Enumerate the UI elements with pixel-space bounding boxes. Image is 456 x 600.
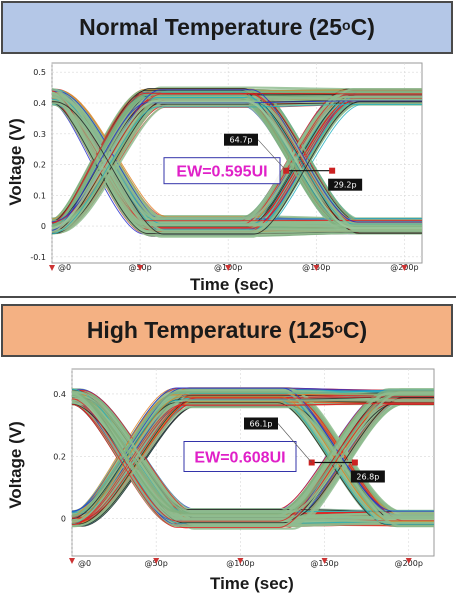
eye-trace — [72, 406, 434, 527]
title-tail: C) — [342, 317, 368, 343]
x-tick-marker — [153, 558, 160, 564]
x-tick-marker — [225, 265, 232, 271]
y-tick-label: 0.4 — [33, 99, 46, 108]
eye-trace — [51, 88, 422, 220]
eye-trace — [72, 391, 434, 513]
eye-plot-1: @0@50p@100p@150p@200p0.40.20EW=0.608UI66… — [53, 368, 435, 568]
eye-trace — [72, 402, 434, 528]
eye-trace — [51, 100, 422, 231]
title-text: High Temperature (125 — [86, 317, 335, 343]
y-tick-label: 0.5 — [33, 68, 46, 77]
marker-lower-bg — [328, 178, 363, 191]
x-tick-marker — [69, 558, 75, 564]
ew-marker-end — [351, 459, 358, 466]
eye-trace — [71, 391, 434, 518]
marker-upper-bg — [224, 133, 258, 146]
title-degree: o — [342, 16, 351, 33]
eye-trace — [52, 103, 422, 235]
y-tick-label: -0.1 — [30, 253, 46, 262]
eye-trace — [72, 396, 434, 519]
y-tick-label: 0.2 — [33, 161, 46, 170]
marker-upper-box: 64.7p — [224, 133, 258, 146]
ew-marker-end — [329, 167, 336, 174]
x-tick-label: @0 — [58, 263, 71, 272]
chart-title-normal: Normal Temperature (25 o C) — [1, 1, 453, 54]
y-tick-label: 0 — [61, 515, 66, 524]
eye-trace — [71, 392, 434, 517]
x-tick-marker — [237, 558, 244, 564]
x-tick-label: @0 — [78, 559, 91, 568]
eye-trace — [51, 100, 422, 230]
x-tick-marker — [49, 265, 55, 271]
marker-upper-box: 66.1p — [244, 417, 278, 430]
marker-upper-leader — [277, 423, 312, 463]
y-tick-label: 0.3 — [33, 130, 46, 139]
eye-trace — [72, 402, 434, 525]
ew-label-box — [183, 441, 297, 472]
marker-lower-box: 29.2p — [328, 178, 363, 191]
marker-lower-box: 26.8p — [350, 470, 385, 483]
x-axis-label-normal: Time (sec) — [190, 275, 274, 294]
x-axis-label-high: Time (sec) — [210, 574, 294, 593]
x-tick-marker — [405, 558, 412, 564]
eye-trace — [52, 101, 422, 235]
eye-trace — [71, 387, 434, 513]
eye-trace — [51, 96, 422, 228]
x-tick-marker — [137, 265, 144, 271]
eye-plot-0: @0@50p@100p@150p@200p0.50.40.30.20.10-0.… — [30, 62, 423, 272]
eye-trace — [51, 103, 422, 235]
eye-traces — [71, 387, 434, 530]
eye-trace — [51, 92, 422, 224]
marker-lower-text: 26.8p — [356, 473, 379, 482]
eye-trace — [71, 396, 434, 522]
chart-title-high: High Temperature (125 o C) — [1, 304, 453, 357]
x-tick-marker — [313, 265, 320, 271]
eye-trace — [71, 402, 434, 525]
marker-upper-text: 64.7p — [230, 136, 253, 145]
marker-lower-text: 29.2p — [334, 181, 357, 190]
marker-lower-bg — [350, 470, 385, 483]
eye-traces — [51, 86, 422, 238]
marker-upper-text: 66.1p — [250, 420, 273, 429]
y-tick-label: 0.4 — [53, 390, 66, 399]
eye-trace — [71, 398, 434, 522]
ew-label: EW=0.595UI — [176, 164, 267, 181]
title-degree: o — [334, 319, 343, 336]
title-text: Normal Temperature (25 — [79, 14, 343, 40]
eye-trace — [71, 404, 434, 528]
y-tick-label: 0.2 — [53, 452, 66, 461]
y-tick-label: 0.1 — [33, 191, 46, 200]
x-tick-marker — [321, 558, 328, 564]
ew-label: EW=0.608UI — [194, 450, 285, 467]
y-tick-label: 0 — [41, 222, 46, 231]
eye-trace — [52, 90, 422, 223]
marker-upper-bg — [244, 417, 278, 430]
eye-trace — [71, 396, 434, 520]
ew-label-box — [163, 157, 281, 185]
eye-trace — [52, 102, 422, 232]
x-tick-marker — [401, 265, 408, 271]
title-tail: C) — [350, 14, 375, 40]
marker-upper-leader — [257, 139, 287, 171]
